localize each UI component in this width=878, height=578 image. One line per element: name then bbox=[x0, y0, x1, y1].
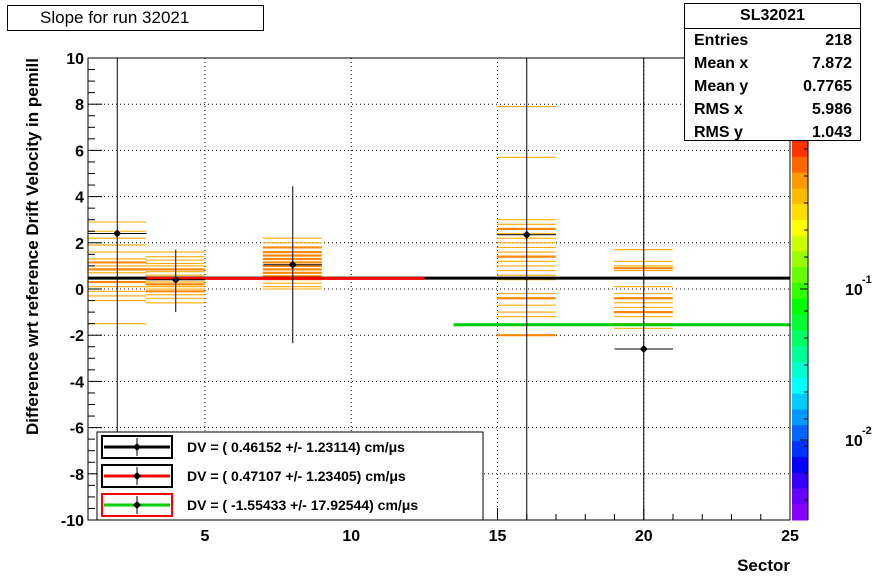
colorbar-cell bbox=[792, 141, 808, 158]
data-point bbox=[113, 229, 122, 238]
legend-entry-text: DV = ( -1.55433 +/- 17.92544) cm/μs bbox=[187, 497, 418, 513]
stats-value: 7.872 bbox=[811, 55, 852, 72]
colorbar-cell bbox=[792, 188, 808, 205]
colorbar-cell bbox=[792, 393, 808, 410]
stats-value: 1.043 bbox=[811, 124, 852, 141]
colorbar-cell bbox=[792, 251, 808, 268]
y-tick-label: 8 bbox=[75, 97, 84, 114]
y-tick-label: 2 bbox=[75, 236, 84, 253]
x-tick-label: 25 bbox=[781, 528, 799, 545]
colorbar-cell bbox=[792, 377, 808, 395]
colorbar-cell bbox=[792, 172, 808, 189]
y-tick-label: -8 bbox=[70, 467, 84, 484]
x-tick-label: 5 bbox=[201, 528, 210, 545]
stats-row-rms-x: RMS x 5.986 bbox=[685, 98, 860, 121]
colorbar-cell bbox=[792, 441, 808, 458]
stats-label: RMS y bbox=[694, 124, 743, 141]
colorbar-cell bbox=[792, 456, 808, 474]
colorbar-cell bbox=[792, 156, 808, 174]
legend-swatch-marker bbox=[133, 501, 141, 509]
colorbar-label: 10 bbox=[845, 282, 863, 299]
legend-entry-text: DV = ( 0.46152 +/- 1.23114) cm/μs bbox=[187, 439, 405, 455]
colorbar-cell bbox=[792, 472, 808, 489]
stats-box: SL32021 Entries 218 Mean x 7.872 Mean y … bbox=[684, 3, 861, 141]
stats-label: Entries bbox=[694, 32, 749, 49]
colorbar-label: 10 bbox=[845, 433, 863, 450]
y-axis-label: Difference wrt reference Drift Velocity … bbox=[23, 58, 42, 435]
colorbar-cell bbox=[792, 267, 808, 284]
x-axis-label: Sector bbox=[737, 556, 790, 575]
colorbar-cell bbox=[792, 314, 808, 331]
stats-label: Mean x bbox=[694, 55, 749, 72]
colorbar-cell bbox=[792, 330, 808, 347]
chart-title: Slope for run 32021 bbox=[7, 5, 264, 31]
colorbar-label-exponent: -2 bbox=[862, 425, 872, 437]
colorbar-cell bbox=[792, 488, 808, 505]
y-tick-label: 10 bbox=[66, 51, 84, 68]
legend-swatch-box bbox=[101, 464, 173, 488]
colorbar-cell bbox=[792, 362, 808, 379]
y-tick-label: -4 bbox=[70, 374, 84, 391]
stats-row-entries: Entries 218 bbox=[685, 29, 860, 52]
colorbar-cell bbox=[792, 425, 808, 442]
stats-row-mean-x: Mean x 7.872 bbox=[685, 52, 860, 75]
colorbar-cell bbox=[792, 204, 808, 221]
stats-label: Mean y bbox=[694, 78, 749, 95]
y-tick-label: 4 bbox=[75, 190, 84, 207]
y-tick-label: -6 bbox=[70, 421, 84, 438]
colorbar-cell bbox=[792, 283, 808, 300]
stats-value: 5.986 bbox=[811, 101, 852, 118]
data-point bbox=[522, 230, 531, 239]
y-tick-label: 6 bbox=[75, 143, 84, 160]
x-tick-label: 15 bbox=[489, 528, 507, 545]
legend-swatch-marker bbox=[133, 443, 141, 451]
data-point bbox=[639, 345, 648, 354]
colorbar-label-exponent: -1 bbox=[862, 274, 872, 286]
colorbar-cell bbox=[792, 219, 808, 237]
stats-row-rms-y: RMS y 1.043 bbox=[685, 121, 860, 144]
x-tick-label: 20 bbox=[635, 528, 653, 545]
stats-label: RMS x bbox=[694, 101, 743, 118]
colorbar-cell bbox=[792, 504, 808, 521]
legend-swatch-marker bbox=[133, 472, 141, 480]
colorbar-cell bbox=[792, 298, 808, 316]
legend-entry-text: DV = ( 0.47107 +/- 1.23405) cm/μs bbox=[187, 468, 406, 484]
x-tick-label: 10 bbox=[342, 528, 360, 545]
stats-row-mean-y: Mean y 0.7765 bbox=[685, 75, 860, 98]
stats-value: 218 bbox=[825, 32, 852, 49]
y-tick-label: -10 bbox=[61, 513, 84, 530]
legend-swatch-box bbox=[101, 493, 173, 517]
data-point bbox=[171, 275, 180, 284]
data-point bbox=[288, 260, 297, 269]
colorbar-cell bbox=[792, 235, 808, 253]
y-tick-label: 0 bbox=[75, 282, 84, 299]
stats-name: SL32021 bbox=[685, 4, 860, 29]
colorbar-cell bbox=[792, 409, 808, 426]
y-tick-label: -2 bbox=[70, 328, 84, 345]
stats-value: 0.7765 bbox=[803, 78, 852, 95]
legend-swatch-box bbox=[101, 435, 173, 459]
colorbar-cell bbox=[792, 346, 808, 363]
